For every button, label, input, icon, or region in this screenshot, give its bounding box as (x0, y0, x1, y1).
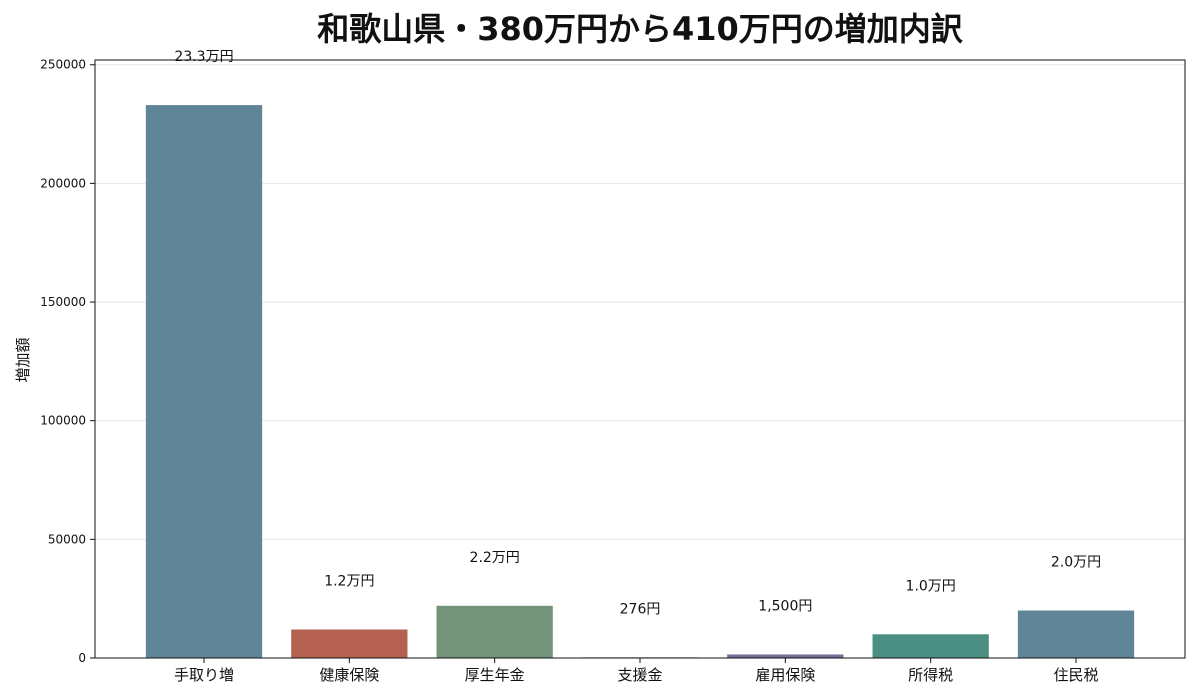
bars (145, 105, 1135, 659)
y-tick-label: 150000 (40, 295, 86, 309)
data-label: 1.0万円 (906, 578, 956, 594)
y-tick-label: 100000 (40, 414, 86, 428)
plot-frame (94, 59, 1186, 659)
bar (436, 605, 553, 658)
x-tick-label: 健康保険 (319, 666, 379, 684)
data-label: 1.2万円 (324, 574, 374, 590)
x-tick-label: 支援金 (617, 666, 662, 684)
data-label: 1,500円 (758, 598, 812, 614)
data-labels: 23.3万円 1.2万円 2.2万円 276円 1,500円 1.0万円 2.0万円 (174, 49, 1101, 617)
y-tick-label: 250000 (40, 58, 86, 72)
x-tick-label: 手取り増 (174, 666, 234, 684)
bar (872, 634, 989, 658)
data-label: 276円 (620, 601, 661, 617)
x-tick-label: 所得税 (908, 666, 953, 684)
grid-lines (95, 64, 1185, 540)
y-axis-label: 増加額 (14, 337, 32, 382)
y-tick-label: 0 (78, 651, 86, 665)
y-tick-label: 200000 (40, 176, 86, 190)
x-tick-label: 住民税 (1053, 666, 1098, 684)
axes: 0 50000 100000 150000 200000 250000 手取り増 健康保険 厚生… (40, 58, 1186, 684)
data-label: 2.0万円 (1051, 555, 1101, 571)
bar (145, 105, 263, 659)
bar (1017, 610, 1135, 658)
x-tick-label: 雇用保険 (755, 666, 815, 684)
data-label: 2.2万円 (470, 550, 520, 566)
bar (727, 654, 844, 658)
data-label: 23.3万円 (174, 49, 233, 65)
bar (291, 629, 408, 658)
x-tick-label: 厚生年金 (465, 666, 525, 684)
chart-title: 和歌山県・380万円から410万円の増加内訳 (317, 10, 964, 48)
y-tick-label: 50000 (48, 532, 86, 546)
